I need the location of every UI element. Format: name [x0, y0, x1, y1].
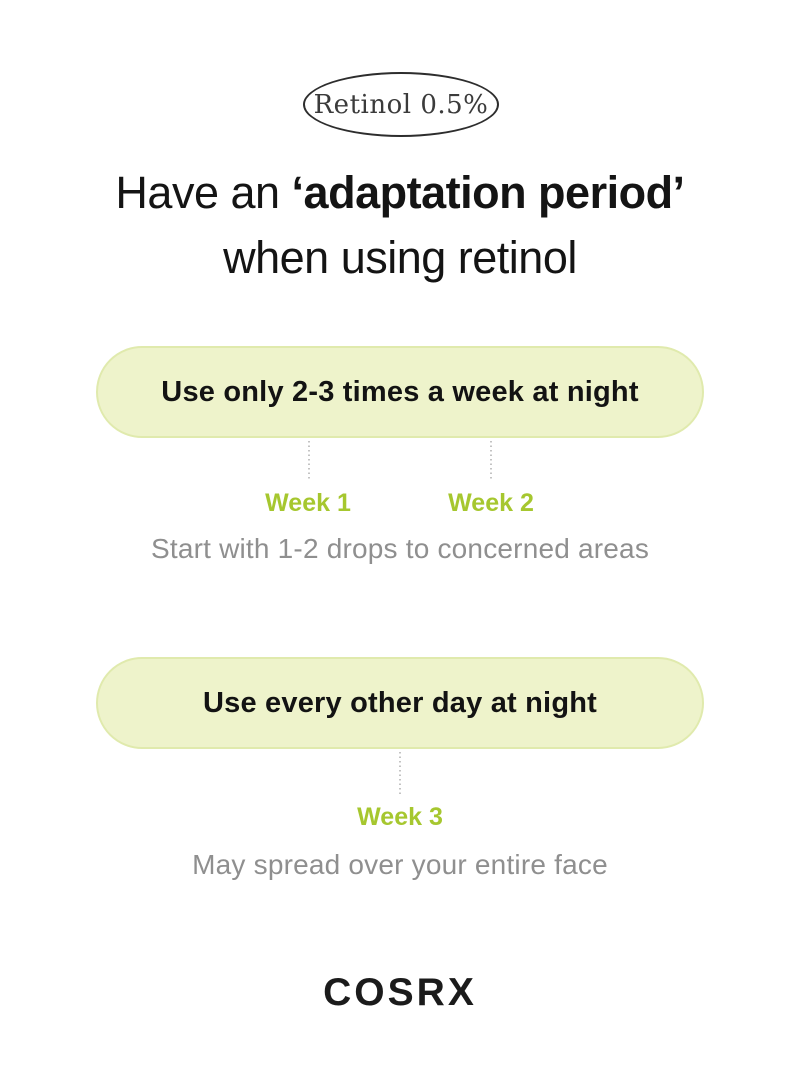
retinol-badge-label: Retinol 0.5% — [313, 89, 489, 120]
week-2-label: Week 2 — [448, 489, 534, 517]
connector-line-week2 — [490, 441, 492, 480]
page-title: Have an ‘adaptation period’ when using r… — [0, 160, 800, 290]
week-3-caption: May spread over your entire face — [192, 849, 608, 880]
usage-pill-week-3: Use every other day at night — [96, 657, 704, 749]
connector-line-week3 — [399, 752, 401, 794]
week-1-label: Week 1 — [265, 489, 351, 517]
usage-pill-week-3-label: Use every other day at night — [203, 686, 597, 719]
week-3-label: Week 3 — [357, 803, 443, 831]
retinol-badge: Retinol 0.5% — [303, 72, 499, 137]
page-title-emphasis: ‘adaptation period’ — [291, 167, 686, 218]
usage-pill-weeks-1-2: Use only 2-3 times a week at night — [96, 346, 704, 438]
page-title-line1: Have an ‘adaptation period’ — [0, 160, 800, 225]
connector-line-week1 — [308, 441, 310, 480]
page-title-prefix: Have an — [115, 167, 292, 218]
page-title-line2: when using retinol — [223, 232, 577, 283]
weeks-1-2-caption: Start with 1-2 drops to concerned areas — [150, 533, 650, 564]
usage-pill-weeks-1-2-label: Use only 2-3 times a week at night — [161, 375, 639, 408]
brand-logo: COSRX — [323, 971, 477, 1014]
